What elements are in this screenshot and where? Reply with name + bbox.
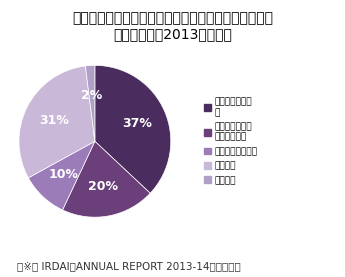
Text: 2%: 2% [81, 89, 103, 102]
Wedge shape [85, 65, 95, 141]
Text: 20%: 20% [88, 179, 118, 193]
Text: （※） IRDAI「ANNUAL REPORT 2013-14」による。: （※） IRDAI「ANNUAL REPORT 2013-14」による。 [17, 261, 241, 271]
Text: 10%: 10% [49, 168, 79, 181]
Text: 生命保険会社（ユニット・リンク・ファンド以外）の
資産構成比（2013年度末）: 生命保険会社（ユニット・リンク・ファンド以外）の 資産構成比（2013年度末） [72, 11, 273, 41]
Text: 31%: 31% [39, 114, 69, 127]
Wedge shape [19, 66, 95, 178]
Text: 37%: 37% [122, 117, 151, 130]
Wedge shape [95, 65, 171, 193]
Wedge shape [62, 141, 150, 217]
Wedge shape [28, 141, 95, 210]
Legend: 中央政府有価証
券, 州政府その他の
認可有価証券, 住宅及びインフラ, 認可投資, 他の投資: 中央政府有価証 券, 州政府その他の 認可有価証券, 住宅及びインフラ, 認可投… [204, 98, 258, 185]
